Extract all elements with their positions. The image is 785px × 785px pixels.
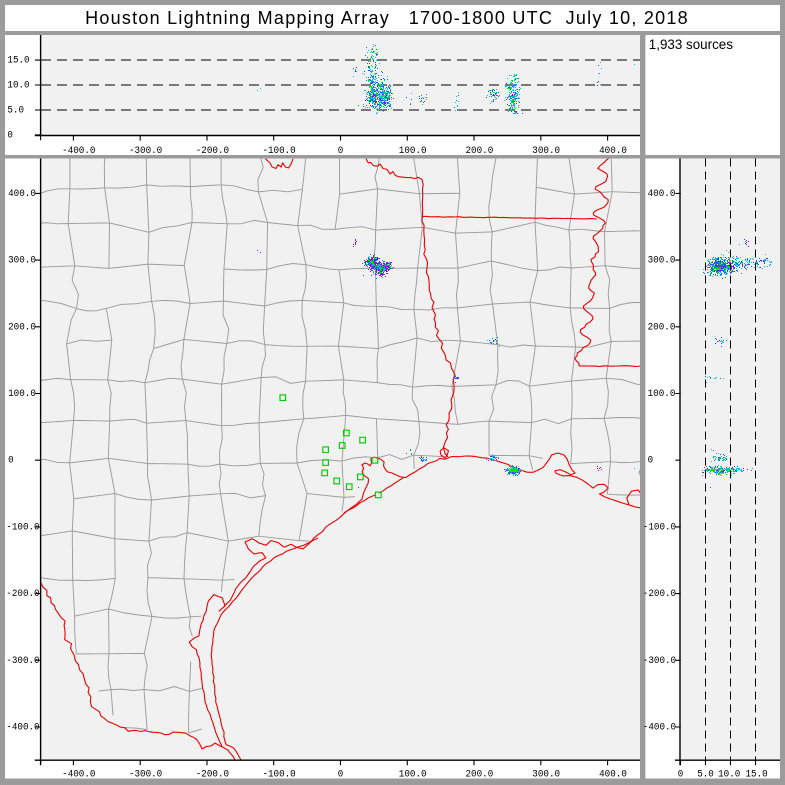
svg-text:10.0: 10.0 xyxy=(718,768,740,780)
svg-text:0: 0 xyxy=(8,455,14,467)
svg-text:100.0: 100.0 xyxy=(399,145,427,157)
svg-text:5.0: 5.0 xyxy=(697,768,714,780)
svg-text:200.0: 200.0 xyxy=(648,321,676,333)
svg-text:300.0: 300.0 xyxy=(8,255,36,267)
svg-text:15.0: 15.0 xyxy=(746,768,768,780)
svg-text:-200.0: -200.0 xyxy=(6,588,39,600)
svg-text:100.0: 100.0 xyxy=(8,388,36,400)
svg-text:-100.0: -100.0 xyxy=(262,768,295,780)
svg-text:15.0: 15.0 xyxy=(7,55,29,67)
svg-text:-100.0: -100.0 xyxy=(643,521,676,533)
svg-text:-200.0: -200.0 xyxy=(196,145,229,157)
svg-text:-100.0: -100.0 xyxy=(262,145,295,157)
svg-text:-100.0: -100.0 xyxy=(6,521,39,533)
svg-text:100.0: 100.0 xyxy=(648,388,676,400)
svg-text:300.0: 300.0 xyxy=(648,255,676,267)
svg-text:0: 0 xyxy=(338,768,344,780)
svg-text:5.0: 5.0 xyxy=(7,105,24,117)
svg-text:-300.0: -300.0 xyxy=(6,655,39,667)
svg-text:400.0: 400.0 xyxy=(8,188,36,200)
svg-text:-400.0: -400.0 xyxy=(643,722,676,734)
svg-text:-300.0: -300.0 xyxy=(129,768,162,780)
svg-text:0: 0 xyxy=(338,145,344,157)
svg-text:-400.0: -400.0 xyxy=(62,145,95,157)
svg-text:-300.0: -300.0 xyxy=(129,145,162,157)
svg-text:Houston Lightning Mapping Arra: Houston Lightning Mapping Array 1700-180… xyxy=(85,8,689,28)
svg-text:-200.0: -200.0 xyxy=(196,768,229,780)
svg-text:-300.0: -300.0 xyxy=(643,655,676,667)
svg-text:400.0: 400.0 xyxy=(599,145,627,157)
svg-text:0: 0 xyxy=(7,129,12,141)
svg-text:300.0: 300.0 xyxy=(532,145,560,157)
svg-text:0: 0 xyxy=(648,455,654,467)
svg-text:200.0: 200.0 xyxy=(466,768,494,780)
svg-text:-400.0: -400.0 xyxy=(6,722,39,734)
svg-text:400.0: 400.0 xyxy=(648,188,676,200)
svg-text:-400.0: -400.0 xyxy=(62,768,95,780)
svg-text:10.0: 10.0 xyxy=(7,80,29,92)
svg-text:400.0: 400.0 xyxy=(599,768,627,780)
svg-text:0: 0 xyxy=(678,768,684,780)
svg-text:1,933 sources: 1,933 sources xyxy=(649,37,733,52)
svg-text:200.0: 200.0 xyxy=(466,145,494,157)
svg-text:100.0: 100.0 xyxy=(399,768,427,780)
svg-text:-200.0: -200.0 xyxy=(643,588,676,600)
svg-text:300.0: 300.0 xyxy=(532,768,560,780)
svg-text:200.0: 200.0 xyxy=(8,321,36,333)
